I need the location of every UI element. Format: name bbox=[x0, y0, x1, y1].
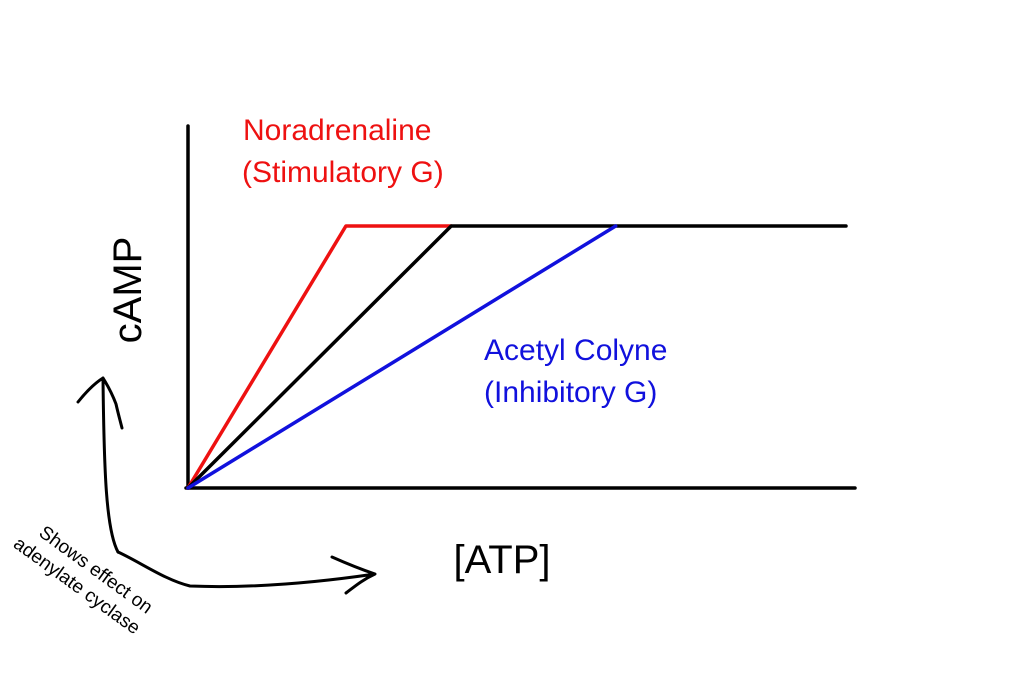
series-layer bbox=[186, 224, 848, 490]
series-line-inhibitory bbox=[186, 224, 618, 490]
annotation-stimulatory-line-1: Noradrenaline bbox=[243, 114, 431, 147]
annotation-inhibitory-line-2: (Inhibitory G) bbox=[484, 376, 657, 409]
sketch-note: Shows effect on adenylate cyclase bbox=[9, 522, 156, 639]
y-axis-label: cAMP bbox=[106, 237, 150, 344]
sketch-x-arrow-icon bbox=[116, 550, 377, 595]
series-line-stimulatory bbox=[186, 224, 453, 490]
axes-sketch: Shows effect on adenylate cyclase bbox=[9, 376, 377, 639]
annotation-inhibitory-line-1: Acetyl Colyne bbox=[484, 334, 667, 367]
series-line-baseline bbox=[186, 224, 848, 490]
annotation-stimulatory-line-2: (Stimulatory G) bbox=[242, 156, 444, 189]
annotation-stimulatory: Noradrenaline (Stimulatory G) bbox=[242, 114, 444, 189]
annotation-inhibitory: Acetyl Colyne (Inhibitory G) bbox=[484, 334, 667, 409]
sketch-y-arrow-icon bbox=[76, 376, 124, 554]
x-axis-label: [ATP] bbox=[453, 538, 550, 582]
axes bbox=[184, 124, 857, 490]
